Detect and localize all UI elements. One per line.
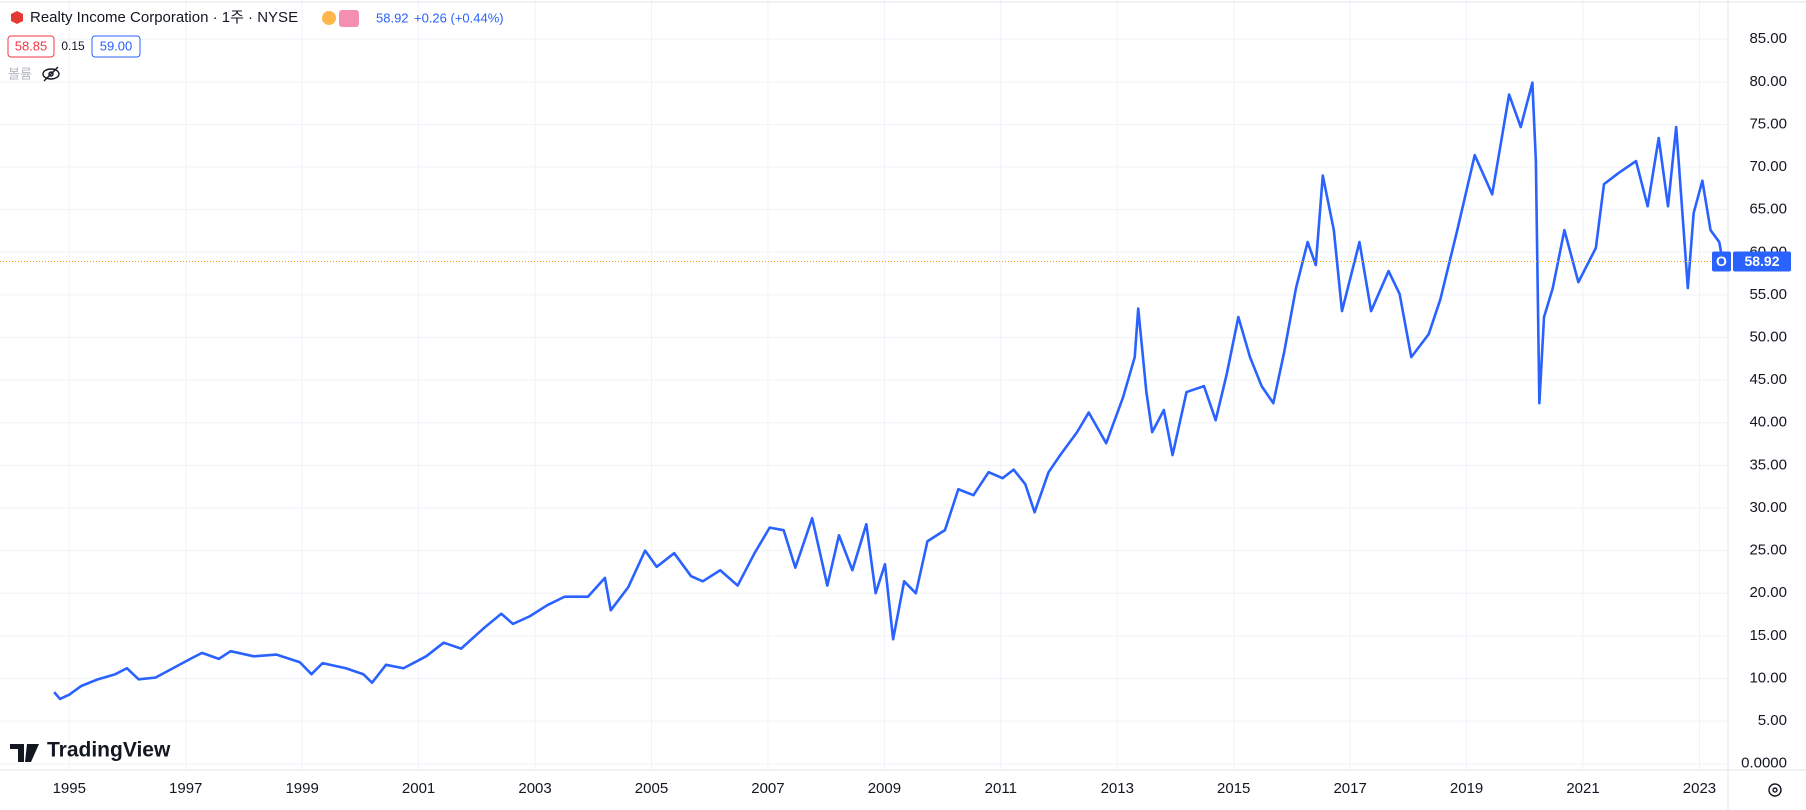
watermark-logo[interactable] (10, 744, 39, 762)
y-tick-label: 20.00 (1749, 584, 1787, 601)
plot (0, 81, 1728, 701)
ticker-badge (1712, 251, 1731, 272)
y-tick-label: 75.00 (1749, 115, 1787, 132)
data-icon[interactable] (339, 10, 359, 27)
y-tick-label: 5.00 (1758, 712, 1787, 729)
x-tick-label: 1995 (53, 780, 86, 797)
x-tick-label: 1999 (285, 780, 318, 797)
y-tick-label: 50.00 (1749, 328, 1787, 345)
y-tick-label: 15.00 (1749, 627, 1787, 644)
y-tick-label: 25.00 (1749, 542, 1787, 559)
y-tick-label: 55.00 (1749, 286, 1787, 303)
x-tick-label: 2021 (1566, 780, 1599, 797)
hide-icon[interactable] (42, 66, 60, 82)
spread: 0.15 (61, 39, 85, 53)
price-badge (1733, 251, 1791, 272)
ask[interactable]: 59.00 (100, 38, 133, 53)
bid-box[interactable] (7, 35, 55, 58)
y-tick-label: 30.00 (1749, 499, 1787, 516)
x-tick-label: 2015 (1217, 780, 1250, 797)
y-tick-label: 70.00 (1749, 158, 1787, 175)
ask-box[interactable] (91, 35, 141, 58)
bid[interactable]: 58.85 (15, 38, 48, 53)
x-tick-label: 2019 (1450, 780, 1483, 797)
x-tick-label: 1997 (169, 780, 202, 797)
symbol-logo[interactable] (11, 11, 23, 24)
x-tick-label: 2003 (518, 780, 551, 797)
price-change: +0.26 (+0.44%) (414, 10, 504, 25)
x-tick-label: 2005 (635, 780, 668, 797)
y-tick-label: 65.00 (1749, 201, 1787, 218)
x-tick-label: 2011 (985, 780, 1017, 797)
y-tick-label: 40.00 (1749, 414, 1787, 431)
last-price: 58.92 (376, 10, 409, 25)
symbol-title[interactable]: Realty Income Corporation · 1주 · NYSE (30, 9, 298, 26)
x-tick-label: 2001 (402, 780, 435, 797)
price-line (53, 81, 1725, 701)
price-badge-label: 58.92 (1744, 253, 1779, 269)
grid (0, 0, 1728, 770)
y-tick-label: 85.00 (1749, 30, 1787, 47)
watermark[interactable]: TradingView (47, 739, 171, 762)
volume-label: 볼륨 (8, 66, 32, 81)
x-tick-label: 2013 (1101, 780, 1134, 797)
y-tick-label: 35.00 (1749, 456, 1787, 473)
x-tick-label: 2023 (1683, 780, 1716, 797)
y-tick-label: 10.00 (1749, 669, 1787, 686)
y-tick-label: 0.0000 (1741, 755, 1787, 772)
x-tick-label: 2017 (1333, 780, 1366, 797)
x-tick-label: 2009 (868, 780, 901, 797)
y-tick-label: 45.00 (1749, 371, 1787, 388)
x-tick-label: 2007 (751, 780, 784, 797)
session-icon[interactable] (322, 11, 336, 25)
ticker-label: O (1716, 253, 1727, 269)
settings-icon[interactable] (1768, 783, 1782, 797)
y-tick-label: 80.00 (1749, 73, 1787, 90)
